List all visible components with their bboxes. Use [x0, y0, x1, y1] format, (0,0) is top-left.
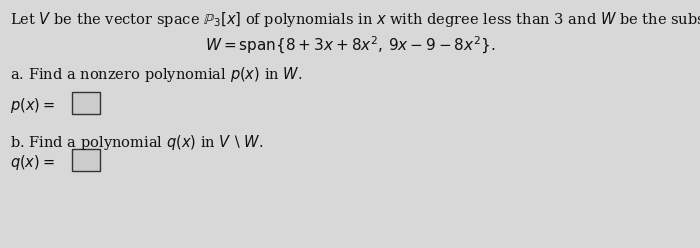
Bar [72, 149, 100, 171]
Bar [72, 92, 100, 114]
Text: b. Find a polynomial $q(x)$ in $V \setminus W$.: b. Find a polynomial $q(x)$ in $V \setmi… [10, 133, 264, 152]
Text: a. Find a nonzero polynomial $p(x)$ in $W$.: a. Find a nonzero polynomial $p(x)$ in $… [10, 65, 302, 84]
Text: Let $V$ be the vector space $\mathbb{P}_3[x]$ of polynomials in $x$ with degree : Let $V$ be the vector space $\mathbb{P}_… [10, 10, 700, 29]
Text: $p(x) =$: $p(x) =$ [10, 96, 55, 115]
Text: $W = \mathrm{span}\{8 + 3x + 8x^2,\, 9x - 9 - 8x^2\}.$: $W = \mathrm{span}\{8 + 3x + 8x^2,\, 9x … [204, 35, 496, 56]
Text: $q(x) =$: $q(x) =$ [10, 153, 55, 172]
